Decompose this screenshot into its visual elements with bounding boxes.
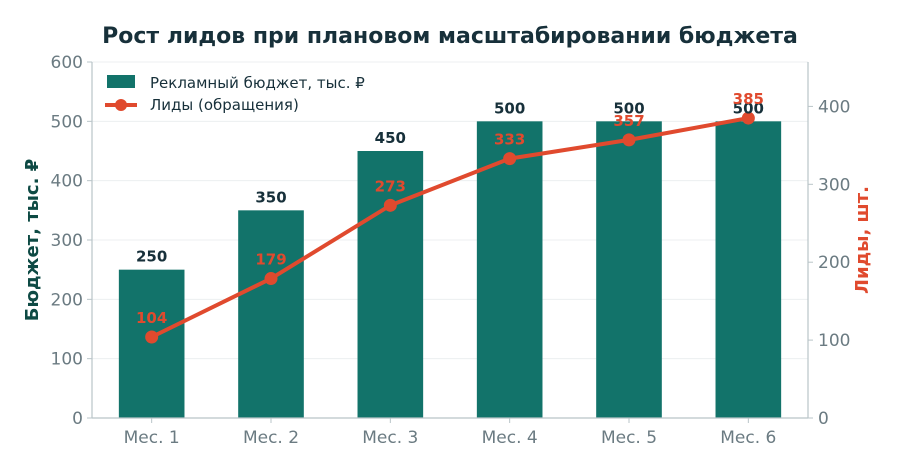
bar: [119, 270, 185, 418]
x-tick-label: Мес. 2: [243, 428, 299, 448]
left-tick-label: 0: [72, 409, 83, 429]
left-tick-label: 600: [51, 53, 83, 73]
right-tick-label: 200: [818, 253, 850, 273]
legend: Рекламный бюджет, тыс. ₽ Лиды (обращения…: [105, 74, 365, 114]
left-tick-label: 300: [51, 231, 83, 251]
bars: [119, 121, 781, 418]
legend-line-label: Лиды (обращения): [150, 96, 299, 114]
leads-point: [265, 272, 278, 285]
leads-value-label: 385: [733, 90, 764, 108]
right-tick-label: 0: [818, 409, 829, 429]
bar: [238, 210, 304, 418]
right-tick-label: 400: [818, 97, 850, 117]
leads-point: [503, 152, 516, 165]
left-axis-ticks: 0 100 200 300 400 500 600: [51, 53, 92, 429]
bar-value-label: 450: [375, 129, 406, 147]
right-tick-label: 300: [818, 175, 850, 195]
leads-value-label: 273: [375, 177, 406, 195]
y2-axis-label: Лиды, шт.: [852, 186, 873, 294]
leads-value-label: 179: [255, 251, 286, 269]
bar: [716, 121, 782, 418]
right-tick-label: 100: [818, 331, 850, 351]
legend-bar-label: Рекламный бюджет, тыс. ₽: [150, 74, 365, 92]
right-axis-ticks: 0 100 200 300 400: [808, 97, 850, 429]
leads-value-label: 357: [613, 112, 644, 130]
x-tick-label: Мес. 3: [362, 428, 418, 448]
x-tick-label: Мес. 1: [124, 428, 180, 448]
legend-bar-swatch: [107, 75, 135, 88]
x-axis-ticks: Мес. 1 Мес. 2 Мес. 3 Мес. 4 Мес. 5 Мес. 6: [124, 418, 777, 448]
left-tick-label: 400: [51, 172, 83, 192]
leads-point: [145, 330, 158, 343]
chart-title: Рост лидов при плановом масштабировании …: [102, 24, 798, 49]
line-layer: [145, 112, 755, 344]
left-tick-label: 500: [51, 112, 83, 132]
y-axis-label: Бюджет, тыс. ₽: [22, 159, 43, 321]
bar-value-label: 350: [255, 188, 286, 206]
x-tick-label: Мес. 4: [482, 428, 538, 448]
bar: [596, 121, 662, 418]
bar-value-label: 250: [136, 248, 167, 266]
leads-point: [623, 133, 636, 146]
bar-value-label: 500: [494, 99, 525, 117]
legend-line-marker: [115, 99, 127, 111]
left-tick-label: 200: [51, 290, 83, 310]
x-tick-label: Мес. 6: [720, 428, 776, 448]
leads-point: [384, 199, 397, 212]
x-tick-label: Мес. 5: [601, 428, 657, 448]
left-tick-label: 100: [51, 350, 83, 370]
leads-value-label: 104: [136, 309, 167, 327]
leads-value-label: 333: [494, 131, 525, 149]
